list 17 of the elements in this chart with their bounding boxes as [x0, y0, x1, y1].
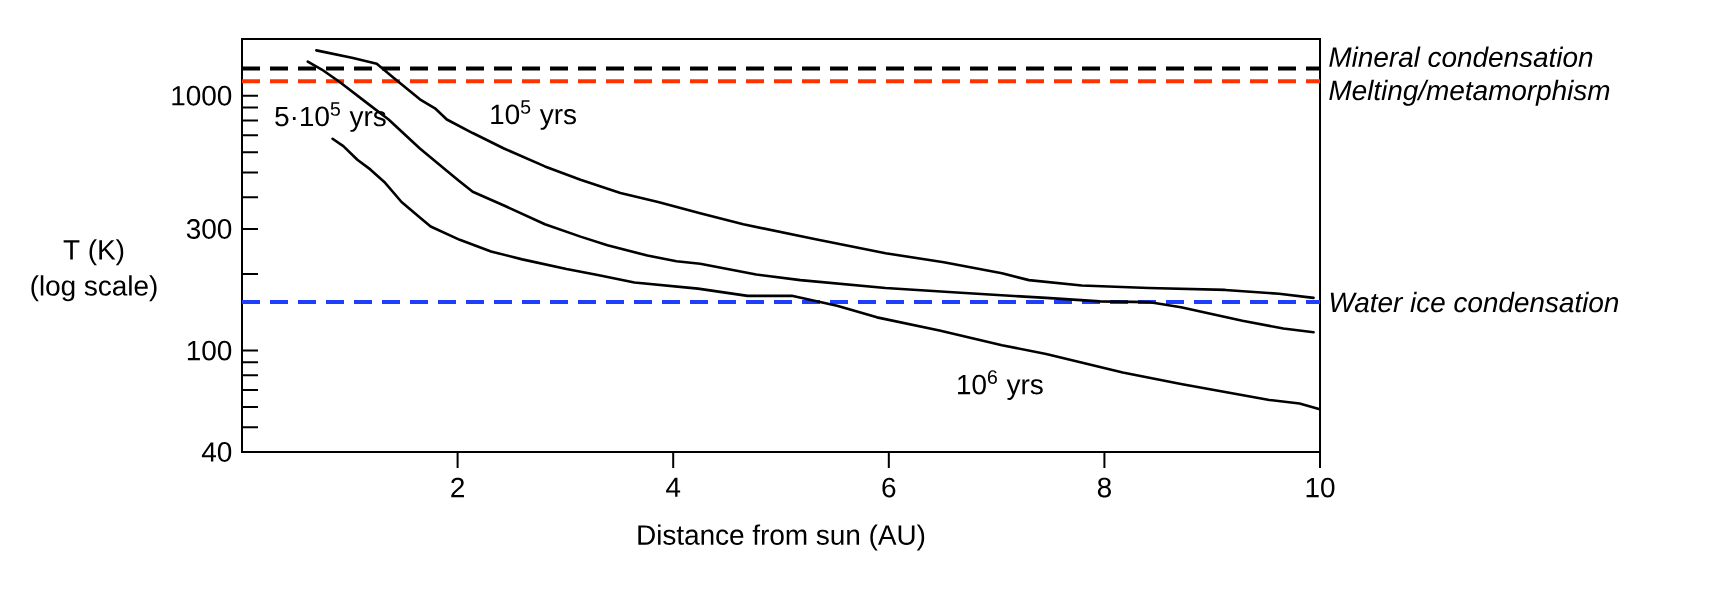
y-tick-label: 1000: [172, 85, 232, 106]
y-tick-label: 100: [187, 340, 232, 361]
y-tick-label: 40: [201, 442, 232, 462]
annotation: 5·10$^{5}$ yrs: [275, 102, 386, 132]
x-tick-label: 6: [882, 477, 896, 498]
y-axis-title: T (K) (log scale): [31, 239, 157, 302]
x-tick-label: 4: [666, 477, 681, 497]
annotation: 10$^{6}$ yrs: [958, 370, 1043, 400]
x-axis-title: Distance from sun (AU): [638, 524, 925, 551]
annotation: 10$^{5}$ yrs: [491, 100, 576, 130]
ref-line-label: Mineral condensation: [1329, 46, 1593, 68]
y-tick-label: 300: [186, 219, 232, 239]
x-tick-label: 2: [451, 477, 464, 498]
x-tick-label: 8: [1097, 477, 1111, 498]
ref-line-label: Melting/metamorphism: [1329, 79, 1610, 106]
x-tick-label: 10: [1306, 477, 1335, 498]
ref-line-label: Water ice condensation: [1330, 291, 1619, 313]
